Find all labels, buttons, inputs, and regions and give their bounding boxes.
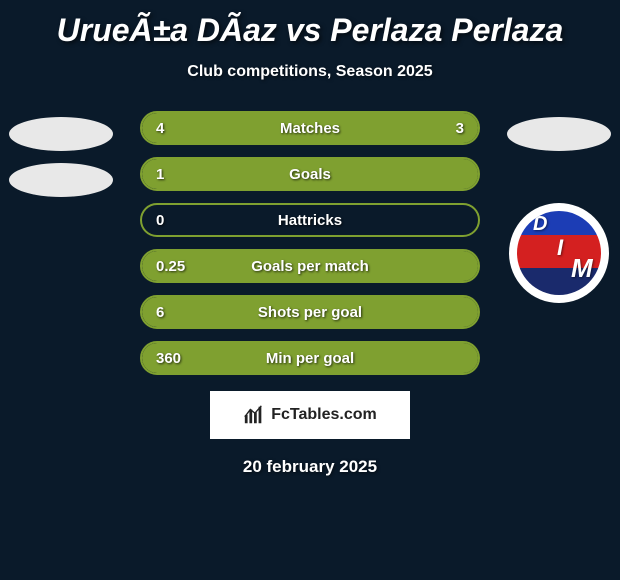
stat-right-value: 3 [456, 113, 464, 143]
stats-area: 4 Matches 3 1 Goals 0 Hattricks 0.25 Goa… [0, 111, 620, 375]
avatar-placeholder [9, 163, 113, 197]
club-shield-inner: D I M [517, 211, 601, 295]
player-left-avatars [6, 117, 116, 197]
stat-row: 4 Matches 3 [140, 111, 480, 145]
stat-row: 360 Min per goal [140, 341, 480, 375]
stat-label: Min per goal [142, 343, 478, 373]
stat-row: 0 Hattricks [140, 203, 480, 237]
date-label: 20 february 2025 [0, 457, 620, 477]
shield-letter-d: D [533, 213, 547, 236]
stat-row: 6 Shots per goal [140, 295, 480, 329]
stat-label: Goals per match [142, 251, 478, 281]
watermark-text: FcTables.com [271, 406, 377, 424]
shield-stripe-top [517, 211, 601, 235]
club-shield: D I M [509, 203, 609, 303]
avatar-placeholder [507, 117, 611, 151]
chart-icon [243, 404, 265, 426]
stat-row: 0.25 Goals per match [140, 249, 480, 283]
shield-letter-i: I [557, 235, 563, 261]
page-subtitle: Club competitions, Season 2025 [0, 63, 620, 81]
stat-label: Matches [142, 113, 478, 143]
watermark: FcTables.com [210, 391, 410, 439]
stat-label: Shots per goal [142, 297, 478, 327]
stat-label: Hattricks [142, 205, 478, 235]
stat-row: 1 Goals [140, 157, 480, 191]
page-title: UrueÃ±a DÃ­az vs Perlaza Perlaza [0, 0, 620, 49]
stat-rows: 4 Matches 3 1 Goals 0 Hattricks 0.25 Goa… [140, 111, 480, 375]
shield-letter-m: M [571, 253, 593, 284]
stat-label: Goals [142, 159, 478, 189]
avatar-placeholder [9, 117, 113, 151]
player-right-avatars: D I M [504, 117, 614, 303]
